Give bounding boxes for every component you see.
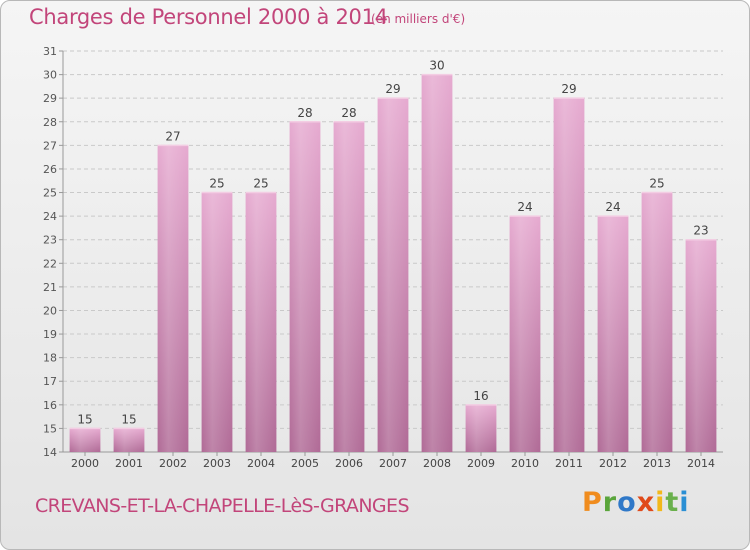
x-tick-label: 2006	[335, 457, 363, 470]
y-tick-label: 15	[43, 422, 57, 435]
y-tick-label: 29	[43, 92, 57, 105]
x-tick-label: 2008	[423, 457, 451, 470]
y-tick-label: 19	[43, 328, 57, 341]
bar-highlight	[113, 428, 145, 452]
x-tick-label: 2011	[555, 457, 583, 470]
data-label: 16	[473, 389, 488, 403]
x-tick-label: 2010	[511, 457, 539, 470]
bar-highlight	[597, 216, 629, 452]
bar-highlight	[553, 98, 585, 453]
chart-title: Charges de Personnel 2000 à 2014	[29, 5, 388, 29]
x-tick-label: 2009	[467, 457, 495, 470]
y-tick-label: 23	[43, 234, 57, 247]
data-label: 30	[429, 59, 444, 73]
data-label: 29	[561, 82, 576, 96]
tick-labels: 14 15 16 17 18 19 20 21 22 23 24 25 26 27 28 29 30 31 2000…	[43, 45, 715, 470]
x-tick-label: 2000	[71, 457, 99, 470]
y-tick-label: 26	[43, 163, 57, 176]
y-tick-label: 16	[43, 399, 57, 412]
x-tick-label: 2004	[247, 457, 275, 470]
bar-highlight	[289, 121, 321, 452]
x-tick-label: 2001	[115, 457, 143, 470]
data-label: 25	[649, 177, 664, 191]
y-tick-label: 25	[43, 187, 57, 200]
data-label: 29	[385, 82, 400, 96]
bar-highlight	[641, 192, 673, 452]
bar-highlight	[685, 239, 717, 452]
data-label: 15	[121, 412, 136, 426]
y-tick-label: 30	[43, 69, 57, 82]
data-label: 25	[209, 177, 224, 191]
data-label: 28	[297, 106, 312, 120]
x-tick-label: 2007	[379, 457, 407, 470]
commune-name: CREVANS-ET-LA-CHAPELLE-LèS-GRANGES	[35, 495, 410, 517]
data-label: 24	[517, 200, 532, 214]
bars	[69, 73, 717, 453]
x-tick-label: 2014	[687, 457, 715, 470]
data-labels: 15 15 27 25 25 28 28 29 30 16 24 29 24 25 23	[77, 59, 708, 427]
y-tick-label: 20	[43, 304, 57, 317]
y-tick-label: 22	[43, 257, 57, 270]
bar-highlight	[377, 98, 409, 453]
bar-highlight	[509, 216, 541, 452]
data-label: 25	[253, 177, 268, 191]
bar-highlight	[69, 428, 101, 452]
bar-highlight	[201, 192, 233, 452]
data-label: 28	[341, 106, 356, 120]
data-label: 27	[165, 129, 180, 143]
y-tick-label: 17	[43, 375, 57, 388]
y-tick-label: 14	[43, 446, 57, 459]
x-tick-label: 2003	[203, 457, 231, 470]
bar-highlight	[333, 121, 365, 452]
bar-highlight	[245, 192, 277, 452]
y-tick-label: 31	[43, 45, 57, 58]
data-label: 24	[605, 200, 620, 214]
bar-highlight	[421, 74, 453, 453]
y-tick-label: 28	[43, 116, 57, 129]
x-tick-label: 2002	[159, 457, 187, 470]
bar-highlight	[465, 404, 497, 452]
x-tick-label: 2005	[291, 457, 319, 470]
y-tick-label: 21	[43, 281, 57, 294]
data-label: 23	[693, 224, 708, 238]
bar-highlight	[157, 145, 189, 452]
proxiti-logo: Proxiti	[582, 487, 690, 518]
y-tick-label: 27	[43, 139, 57, 152]
y-tick-label: 24	[43, 210, 57, 223]
data-label: 15	[77, 412, 92, 426]
x-tick-label: 2013	[643, 457, 671, 470]
x-tick-label: 2012	[599, 457, 627, 470]
chart-unit: (en milliers d'€)	[371, 12, 466, 26]
y-tick-label: 18	[43, 352, 57, 365]
